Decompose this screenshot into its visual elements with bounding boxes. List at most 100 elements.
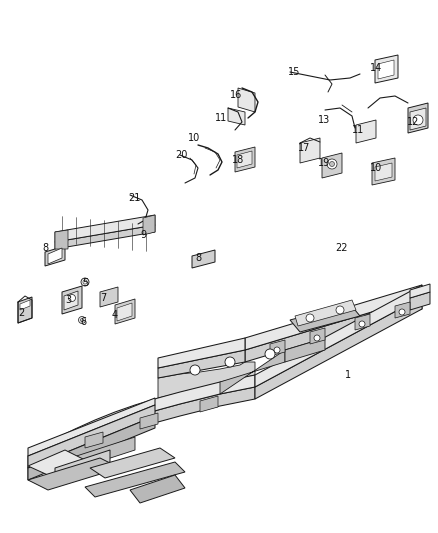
Polygon shape: [356, 120, 376, 143]
Text: 10: 10: [370, 163, 382, 173]
Polygon shape: [158, 338, 245, 368]
Text: 20: 20: [175, 150, 187, 160]
Polygon shape: [378, 60, 394, 79]
Polygon shape: [300, 138, 320, 163]
Circle shape: [329, 161, 335, 166]
Polygon shape: [355, 314, 370, 330]
Circle shape: [265, 349, 275, 359]
Text: 17: 17: [298, 143, 311, 153]
Polygon shape: [62, 286, 82, 314]
Polygon shape: [55, 437, 135, 476]
Text: 19: 19: [318, 158, 330, 168]
Polygon shape: [85, 462, 185, 497]
Text: 15: 15: [288, 67, 300, 77]
Circle shape: [190, 365, 200, 375]
Polygon shape: [28, 458, 120, 490]
Circle shape: [81, 278, 89, 286]
Polygon shape: [375, 55, 398, 83]
Circle shape: [327, 159, 337, 169]
Circle shape: [83, 280, 87, 284]
Polygon shape: [48, 248, 62, 264]
Polygon shape: [295, 300, 356, 326]
Polygon shape: [200, 396, 218, 412]
Polygon shape: [28, 405, 155, 468]
Polygon shape: [237, 151, 252, 168]
Polygon shape: [255, 285, 422, 387]
Polygon shape: [158, 350, 245, 378]
Polygon shape: [117, 303, 132, 321]
Polygon shape: [245, 297, 422, 362]
Polygon shape: [158, 362, 255, 398]
Circle shape: [78, 317, 85, 324]
Text: 11: 11: [352, 125, 364, 135]
Circle shape: [413, 115, 423, 125]
Polygon shape: [290, 304, 360, 332]
Polygon shape: [410, 284, 430, 298]
Polygon shape: [85, 432, 103, 448]
Circle shape: [306, 314, 314, 322]
Polygon shape: [245, 285, 422, 350]
Polygon shape: [55, 215, 155, 242]
Text: 7: 7: [100, 293, 106, 303]
Polygon shape: [140, 413, 158, 429]
Polygon shape: [270, 340, 285, 356]
Polygon shape: [220, 350, 285, 394]
Polygon shape: [310, 328, 325, 344]
Polygon shape: [238, 88, 255, 112]
Circle shape: [68, 295, 75, 302]
Polygon shape: [408, 103, 428, 133]
Polygon shape: [55, 230, 68, 249]
Polygon shape: [115, 299, 135, 324]
Text: 1: 1: [345, 370, 351, 380]
Polygon shape: [20, 300, 30, 310]
Circle shape: [314, 335, 320, 341]
Circle shape: [359, 321, 365, 327]
Polygon shape: [28, 416, 155, 480]
Text: 12: 12: [407, 117, 419, 127]
Circle shape: [336, 306, 344, 314]
Text: 4: 4: [112, 310, 118, 320]
Polygon shape: [410, 292, 430, 310]
Text: 16: 16: [230, 90, 242, 100]
Polygon shape: [410, 108, 426, 130]
Text: 14: 14: [370, 63, 382, 73]
Polygon shape: [28, 375, 255, 468]
Polygon shape: [395, 302, 410, 318]
Text: 9: 9: [140, 230, 146, 240]
Text: 5: 5: [82, 278, 88, 288]
Polygon shape: [18, 297, 32, 323]
Polygon shape: [375, 163, 392, 181]
Polygon shape: [255, 297, 422, 399]
Polygon shape: [143, 215, 155, 235]
Polygon shape: [90, 448, 175, 478]
Text: 21: 21: [128, 193, 140, 203]
Polygon shape: [130, 475, 185, 503]
Polygon shape: [235, 147, 255, 172]
Text: 6: 6: [80, 317, 86, 327]
Polygon shape: [228, 108, 245, 125]
Text: 13: 13: [318, 115, 330, 125]
Text: 8: 8: [195, 253, 201, 263]
Polygon shape: [285, 338, 325, 362]
Text: 22: 22: [335, 243, 347, 253]
Text: 3: 3: [65, 295, 71, 305]
Polygon shape: [45, 246, 65, 266]
Polygon shape: [28, 387, 255, 480]
Text: 2: 2: [18, 308, 24, 318]
Text: 10: 10: [188, 133, 200, 143]
Circle shape: [81, 319, 84, 321]
Circle shape: [225, 357, 235, 367]
Polygon shape: [28, 398, 155, 456]
Polygon shape: [28, 450, 85, 476]
Polygon shape: [322, 153, 342, 178]
Polygon shape: [100, 287, 118, 307]
Polygon shape: [372, 158, 395, 185]
Text: 8: 8: [42, 243, 48, 253]
Polygon shape: [55, 450, 110, 480]
Polygon shape: [192, 250, 215, 268]
Polygon shape: [55, 225, 155, 249]
Text: 11: 11: [215, 113, 227, 123]
Circle shape: [274, 347, 280, 353]
Text: 18: 18: [232, 155, 244, 165]
Circle shape: [399, 309, 405, 315]
